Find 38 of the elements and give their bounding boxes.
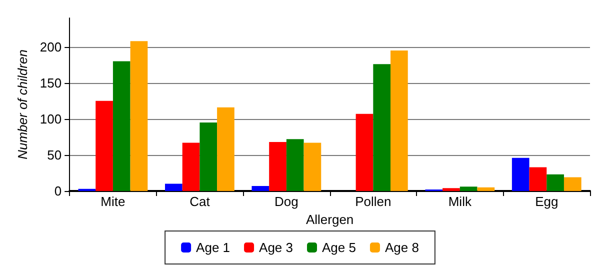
bar xyxy=(442,188,460,191)
x-tick-label: Egg xyxy=(535,194,558,209)
bar xyxy=(304,142,322,191)
bar xyxy=(477,187,495,191)
legend-label: Age 1 xyxy=(196,240,230,255)
bar xyxy=(512,158,530,191)
bar xyxy=(130,41,148,191)
x-tick-label: Cat xyxy=(190,194,210,209)
y-tick-label: 150 xyxy=(40,75,62,90)
bar xyxy=(390,50,408,191)
legend-label: Age 5 xyxy=(322,240,356,255)
bar xyxy=(252,186,270,191)
bar xyxy=(165,184,182,191)
x-tick-label: Milk xyxy=(448,194,472,209)
bar xyxy=(546,174,564,191)
bar xyxy=(200,122,218,191)
x-axis-title: Allergen xyxy=(306,212,354,227)
x-tick-label: Dog xyxy=(274,194,298,209)
bar xyxy=(96,100,113,191)
legend-label: Age 8 xyxy=(384,240,419,255)
y-tick-label: 100 xyxy=(40,111,62,126)
y-tick-label: 200 xyxy=(40,39,62,54)
bar xyxy=(286,139,304,191)
bar xyxy=(182,142,200,191)
x-tick-label: Mite xyxy=(100,194,126,209)
y-tick-label: 0 xyxy=(54,184,62,198)
bar xyxy=(460,186,478,191)
bar xyxy=(529,167,547,191)
y-axis-title: Number of children xyxy=(15,50,30,160)
y-tick-label: 50 xyxy=(47,147,62,162)
bar xyxy=(217,107,234,191)
bar xyxy=(373,64,391,191)
legend-label: Age 3 xyxy=(259,240,294,255)
x-tick-label: Pollen xyxy=(355,194,392,209)
bar xyxy=(564,177,582,191)
bar xyxy=(356,114,374,191)
bar xyxy=(269,142,286,191)
bar xyxy=(112,61,130,191)
